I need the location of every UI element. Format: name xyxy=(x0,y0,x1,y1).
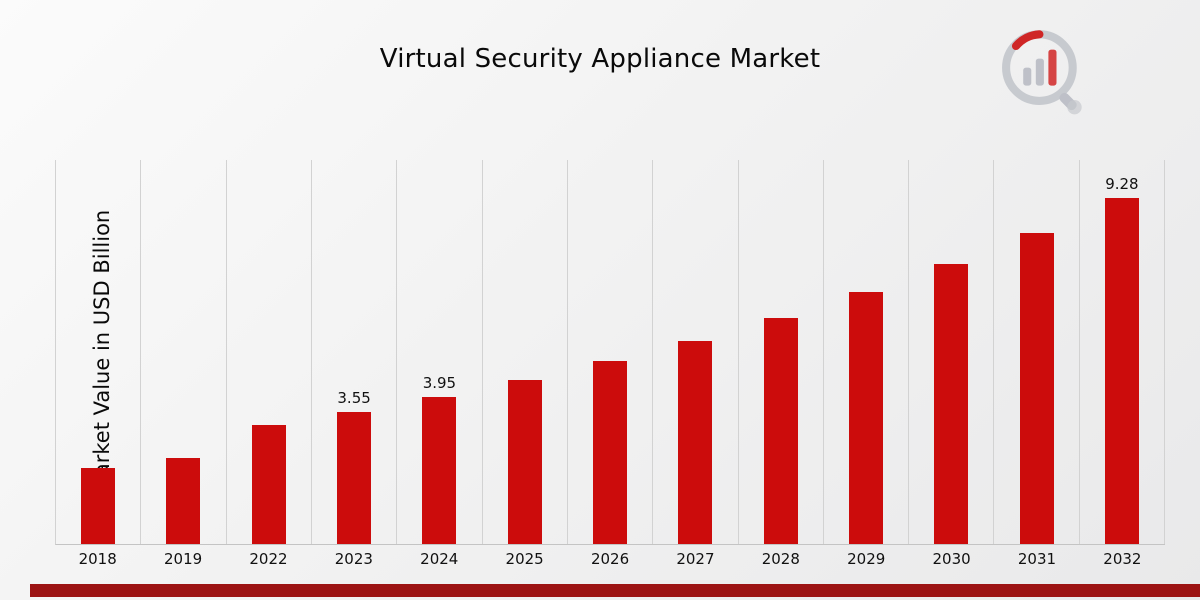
x-tick-2022: 2022 xyxy=(249,550,288,568)
x-tick-2026: 2026 xyxy=(590,550,630,568)
x-tick-2030: 2030 xyxy=(932,550,971,568)
plot-column-2031 xyxy=(994,160,1080,544)
x-tick-2024: 2024 xyxy=(420,550,459,568)
plot-column-2024: 3.95 xyxy=(397,160,483,544)
brand-logo-icon xyxy=(1002,30,1082,115)
bar-2018 xyxy=(81,467,116,544)
plot-column-2022 xyxy=(227,160,312,544)
bar-2031 xyxy=(1019,232,1054,544)
plot-column-2030 xyxy=(909,160,995,544)
bottom-accent-strip xyxy=(30,584,1200,597)
x-tick-2031: 2031 xyxy=(1017,550,1057,568)
x-tick-2029: 2029 xyxy=(847,550,886,568)
plot-column-2028 xyxy=(739,160,824,544)
x-tick-2019: 2019 xyxy=(163,550,203,568)
plot-column-2027 xyxy=(653,160,739,544)
plot-column-2019 xyxy=(141,160,227,544)
bar-2019 xyxy=(166,458,201,544)
bar-2027 xyxy=(678,340,713,544)
chart-title: Virtual Security Appliance Market xyxy=(379,44,821,74)
bar-2024 xyxy=(422,396,457,544)
plot-column-2025 xyxy=(483,160,568,544)
plot-column-2018 xyxy=(56,160,142,544)
x-axis: 2018 2019 2022 2023 2024 2025 2026 2027 2028 2029… xyxy=(55,550,1165,568)
x-tick-2032: 2032 xyxy=(1103,550,1142,568)
x-tick-2025: 2025 xyxy=(505,550,544,568)
chart-area: 3.55 3.95 9.28 xyxy=(55,160,1166,545)
x-tick-2018: 2018 xyxy=(78,550,117,568)
bar-2023 xyxy=(337,411,372,544)
plot-column-2029 xyxy=(824,160,910,544)
plot-column-2032: 9.28 xyxy=(1080,160,1166,544)
value-label-2024: 3.95 xyxy=(422,373,457,392)
plot-area: 3.55 3.95 9.28 xyxy=(55,160,1166,545)
value-label-2023: 3.55 xyxy=(337,388,371,407)
x-tick-2027: 2027 xyxy=(676,550,715,568)
bar-2022 xyxy=(251,424,286,544)
bar-2032 xyxy=(1104,198,1139,544)
x-tick-2023: 2023 xyxy=(334,550,373,568)
bar-2029 xyxy=(848,292,883,544)
bar-2028 xyxy=(763,318,798,544)
bar-2026 xyxy=(593,361,628,544)
plot-column-2026 xyxy=(568,160,654,544)
x-tick-2028: 2028 xyxy=(761,550,800,568)
bar-2030 xyxy=(934,264,969,544)
bar-2025 xyxy=(507,379,542,544)
value-label-2032: 9.28 xyxy=(1105,175,1139,194)
plot-column-2023: 3.55 xyxy=(312,160,398,544)
